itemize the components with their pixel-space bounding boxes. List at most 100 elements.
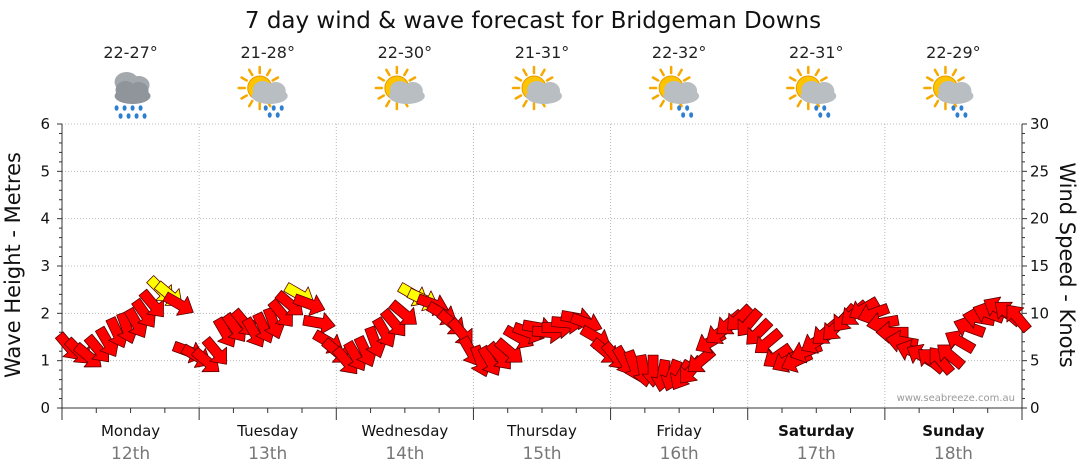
sun-ray	[247, 68, 254, 77]
rain-drop	[677, 105, 682, 111]
rain-drop	[818, 112, 823, 118]
right-tick-label: 10	[1030, 304, 1049, 322]
sun-ray	[659, 68, 665, 77]
right-tick-label: 5	[1030, 352, 1040, 370]
sun-ray	[682, 76, 691, 82]
rain-drop	[271, 105, 276, 111]
temperature-label: 22-27°	[103, 43, 158, 62]
sun-ray	[377, 76, 386, 82]
wind-arrow-shape	[687, 346, 717, 373]
sun-ray	[522, 99, 528, 108]
left-tick-label: 0	[40, 399, 50, 417]
day-name-label: Friday	[656, 422, 702, 440]
sun-ray	[651, 94, 660, 100]
rain-drop	[130, 105, 135, 111]
rain-drop	[114, 105, 119, 111]
right-tick-label: 30	[1030, 115, 1049, 133]
rain-drop	[267, 112, 272, 118]
right-axis-ticks: 0 5 10 15 20 25 30	[1030, 115, 1049, 417]
day-date-label: 13th	[248, 444, 287, 464]
rain-drop	[275, 112, 280, 118]
wind-arrow	[162, 291, 194, 316]
left-tick-label: 1	[40, 352, 50, 370]
day-name-label: Saturday	[778, 422, 855, 440]
sun-cloud-icon	[511, 65, 562, 111]
sun-ray	[933, 99, 940, 108]
sun-ray	[925, 76, 934, 82]
rain-drop	[963, 112, 968, 118]
rain-drop	[142, 113, 147, 119]
cloud-puff	[814, 82, 835, 100]
wind-arrow	[687, 346, 717, 373]
sun-cloud-icon	[374, 65, 425, 111]
sun-ray	[814, 68, 821, 77]
left-axis-label: Wave Height - Metres	[1, 152, 25, 378]
sun-cloud-showers-icon	[786, 65, 837, 118]
left-tick-label: 6	[40, 115, 50, 133]
wind-arrow-shape	[754, 327, 784, 354]
sun-cloud-showers-icon	[923, 65, 974, 118]
rain-drop	[138, 105, 143, 111]
sun-ray	[240, 76, 248, 82]
sun-ray	[677, 68, 683, 77]
cloud-puff	[540, 82, 560, 100]
day-name-label: Tuesday	[236, 422, 298, 440]
weather-icons	[114, 65, 974, 119]
day-date-label: 14th	[385, 444, 424, 464]
sun-ray	[408, 76, 417, 82]
rain-drop	[122, 105, 127, 111]
sun-ray	[265, 68, 272, 77]
day-date-label: 18th	[934, 444, 973, 464]
right-axis-label: Wind Speed - Knots	[1055, 162, 1079, 367]
rain-drop	[814, 105, 819, 111]
sun-ray	[540, 68, 546, 77]
cloud-puff	[677, 82, 698, 100]
wind-arrow-shape	[1006, 304, 1032, 334]
rain-drop	[263, 105, 268, 111]
sun-ray	[925, 94, 934, 100]
sun-ray	[377, 94, 386, 100]
left-tick-label: 2	[40, 304, 50, 322]
rain-drop	[685, 105, 690, 111]
day-name-label: Thursday	[506, 422, 577, 440]
cloud-puff	[951, 82, 972, 100]
day-labels: Monday 12th Tuesday 13th Wednesday 14th Thursd…	[101, 422, 985, 464]
sun-ray	[796, 68, 803, 77]
wind-arrows	[54, 275, 1032, 393]
rain-drop	[279, 105, 284, 111]
sun-ray	[522, 68, 528, 77]
rain-drop	[959, 105, 964, 111]
day-name-label: Wednesday	[361, 422, 448, 440]
credit-text: www.seabreeze.com.au	[897, 393, 1015, 404]
temperature-label: 21-28°	[240, 43, 295, 62]
day-date-label: 15th	[522, 444, 561, 464]
chart-grid	[62, 123, 1022, 408]
cloud-puff	[128, 82, 149, 100]
rain-drop	[681, 112, 686, 118]
day-date-label: 16th	[660, 444, 699, 464]
wind-arrow	[201, 336, 227, 365]
day-name-label: Sunday	[922, 422, 985, 440]
day-date-label: 12th	[111, 444, 150, 464]
sun-ray	[545, 76, 554, 82]
cloud-puff	[402, 82, 423, 100]
sun-ray	[240, 94, 248, 100]
wind-arrow-shape	[201, 336, 227, 365]
chart-axes	[57, 123, 1027, 420]
left-axis-ticks: 0 1 2 3 4 5 6	[40, 115, 50, 417]
right-tick-label: 25	[1030, 162, 1049, 180]
day-name-label: Monday	[101, 422, 160, 440]
sun-ray	[796, 99, 803, 108]
wind-arrow	[937, 344, 966, 370]
rain-drop	[826, 112, 831, 118]
sun-ray	[247, 99, 254, 108]
sun-ray	[651, 76, 660, 82]
rain-drop	[822, 105, 827, 111]
left-tick-label: 3	[40, 257, 50, 275]
rain-drop	[134, 113, 139, 119]
wind-arrow	[388, 299, 417, 325]
sun-ray	[403, 68, 409, 77]
rain-cloud-icon	[114, 72, 151, 119]
day-date-label: 17th	[797, 444, 836, 464]
